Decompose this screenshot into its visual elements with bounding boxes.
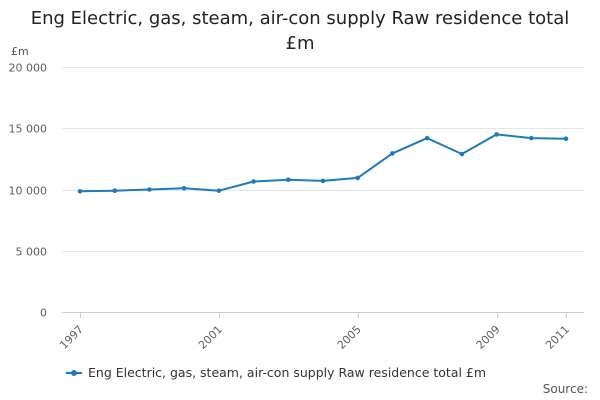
data-point: [216, 188, 222, 193]
data-point: [320, 178, 326, 184]
legend[interactable]: Eng Electric, gas, steam, air-con supply…: [66, 365, 486, 380]
y-axis-unit-label: £m: [11, 45, 29, 58]
data-point: [112, 188, 117, 193]
data-point: [390, 151, 395, 156]
y-tick-label: 5 000: [16, 246, 48, 259]
data-point: [563, 136, 569, 141]
data-point: [459, 151, 465, 157]
x-tick-label: 2009: [474, 323, 503, 352]
legend-swatch-marker: [71, 369, 77, 376]
y-tick-label: 20 000: [9, 62, 48, 75]
data-point: [77, 189, 83, 194]
y-tick-label: 15 000: [9, 123, 48, 136]
data-point: [494, 132, 499, 137]
chart-title: Eng Electric, gas, steam, air-con supply…: [0, 6, 600, 56]
x-tick-label: 2005: [335, 323, 364, 352]
chart-title-line-2: £m: [285, 33, 315, 54]
data-point: [529, 135, 534, 141]
series-layer: [77, 132, 569, 194]
data-point: [147, 187, 152, 192]
x-tick-label: 1997: [57, 323, 86, 352]
data-point: [181, 186, 187, 191]
y-tick-label: 10 000: [9, 185, 48, 198]
x-axis: 1997 2001 2005 2009 2011: [57, 312, 584, 352]
data-point: [286, 177, 291, 182]
legend-swatch: [66, 368, 82, 378]
data-point: [424, 135, 430, 141]
y-tick-label: 0: [40, 307, 47, 320]
y-axis-tick-labels: 0 5 000 10 000 15 000 20 000: [9, 62, 48, 320]
x-tick-label: 2001: [196, 323, 225, 352]
x-tick-label: 2011: [543, 323, 572, 352]
gridlines: [62, 67, 584, 252]
data-point: [355, 175, 361, 181]
data-point: [251, 179, 256, 184]
legend-label: Eng Electric, gas, steam, air-con supply…: [88, 365, 487, 380]
chart-title-line-1: Eng Electric, gas, steam, air-con supply…: [30, 8, 570, 29]
source-label: Source:: [542, 382, 588, 396]
